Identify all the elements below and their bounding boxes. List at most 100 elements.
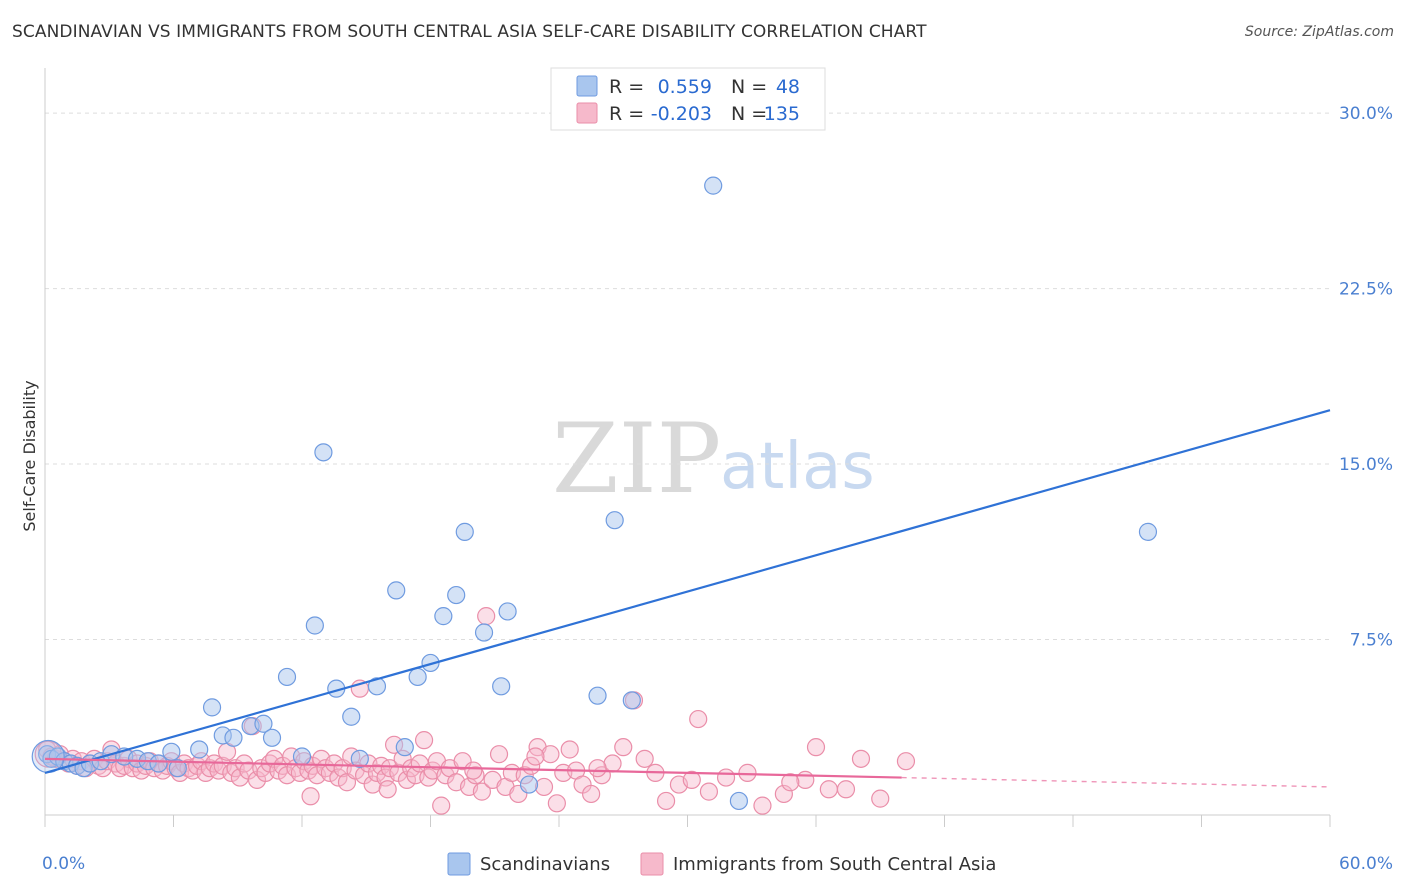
data-point-immigrants	[582, 784, 601, 804]
data-point-immigrants	[534, 777, 554, 797]
data-point-scandinavians	[519, 775, 539, 794]
data-point-immigrants	[432, 796, 451, 815]
data-point-immigrants	[588, 759, 607, 778]
data-point-scandinavians	[254, 714, 273, 733]
data-point-scandinavians	[434, 607, 453, 626]
data-point-scandinavians	[305, 616, 324, 635]
data-point-immigrants	[397, 770, 417, 790]
legend-swatch-blue	[576, 75, 598, 97]
data-point-scandinavians	[447, 585, 466, 605]
data-point-immigrants	[378, 780, 397, 799]
data-point-scandinavians	[350, 749, 369, 768]
data-point-immigrants	[635, 749, 654, 768]
legend-r-label-pink: R =	[609, 103, 644, 125]
data-point-scandinavians	[704, 176, 723, 195]
data-point-scandinavians	[202, 698, 222, 717]
data-point-scandinavians	[292, 747, 312, 766]
data-point-scandinavians	[277, 667, 297, 687]
y-axis-title: Self-Care Disability	[20, 380, 39, 531]
watermark-zip: ZIP	[552, 403, 721, 515]
data-point-immigrants	[738, 763, 757, 782]
data-point-scandinavians	[588, 686, 607, 705]
data-point-scandinavians	[262, 728, 282, 747]
data-point-scandinavians	[492, 677, 511, 696]
legend-swatch-pink	[576, 102, 598, 124]
data-point-immigrants	[466, 766, 485, 785]
legend-r-value-blue: 0.559	[658, 76, 712, 98]
bottom-legend-label-immigrants: Immigrants from South Central Asia	[673, 854, 996, 875]
chart-title: SCANDINAVIAN VS IMMIGRANTS FROM SOUTH CE…	[12, 22, 927, 42]
tick-labels: 7.5% 15.0% 22.5% 30.0% 0.0% 60.0%	[42, 104, 1393, 874]
data-point-immigrants	[477, 607, 496, 626]
data-point-immigrants	[489, 745, 509, 764]
data-point-immigrants	[689, 709, 708, 729]
data-point-scandinavians	[474, 623, 494, 642]
data-point-scandinavians	[224, 728, 243, 747]
trend-lines	[44, 409, 1331, 788]
data-point-scandinavians	[149, 754, 168, 773]
data-point-immigrants	[541, 745, 560, 764]
data-point-immigrants	[851, 749, 871, 768]
data-point-scandinavians	[421, 653, 440, 673]
data-point-immigrants	[380, 759, 399, 778]
y-tick-label-0: 7.5%	[1350, 631, 1393, 651]
y-tick-label-2: 22.5%	[1339, 280, 1393, 300]
legend-r-value-pink: -0.203	[651, 103, 712, 125]
source-label: Source: ZipAtlas.com	[1244, 24, 1394, 40]
data-point-scandinavians	[1138, 522, 1158, 541]
bottom-legend-label-scandinavians: Scandinavians	[480, 854, 610, 875]
data-point-immigrants	[472, 782, 491, 801]
bottom-legend: Scandinavians Immigrants from South Cent…	[447, 852, 996, 876]
data-point-scandinavians	[367, 677, 387, 696]
data-point-immigrants	[325, 754, 344, 773]
data-point-scandinavians	[408, 667, 427, 687]
data-point-immigrants	[806, 738, 826, 757]
data-point-immigrants	[682, 770, 701, 790]
data-point-immigrants	[560, 740, 579, 759]
data-point-immigrants	[753, 796, 772, 815]
trend-line-scandinavians	[44, 409, 1331, 774]
trend-line-immigrants-extension	[901, 776, 1331, 788]
series-scandinavians	[31, 176, 1158, 811]
watermark-atlas: atlas	[720, 430, 875, 504]
data-point-immigrants	[774, 784, 793, 804]
legend-n-label-blue: N =	[731, 76, 767, 98]
data-point-scandinavians	[455, 522, 474, 541]
axes	[44, 68, 1331, 827]
data-point-scandinavians	[729, 791, 749, 811]
legend-n-value-pink: 135	[764, 103, 800, 125]
gridlines	[45, 112, 1330, 641]
data-point-immigrants	[547, 794, 566, 813]
data-point-scandinavians	[342, 707, 361, 726]
data-point-scandinavians	[314, 443, 333, 462]
data-point-immigrants	[699, 782, 719, 801]
y-tick-label-1: 15.0%	[1339, 455, 1393, 475]
data-point-immigrants	[781, 773, 800, 792]
trend-line-immigrants	[44, 757, 902, 779]
data-point-immigrants	[526, 747, 545, 766]
x-tick-label-1: 60.0%	[1339, 854, 1393, 874]
data-point-immigrants	[301, 787, 320, 806]
legend-r-label-blue: R =	[609, 76, 644, 98]
y-tick-label-3: 30.0%	[1339, 104, 1393, 124]
x-tick-label-0: 0.0%	[42, 854, 85, 874]
data-point-scandinavians	[162, 742, 181, 761]
data-point-immigrants	[836, 780, 856, 799]
data-point-immigrants	[819, 780, 838, 799]
data-point-scandinavians	[387, 581, 406, 600]
data-point-scandinavians	[190, 740, 209, 759]
data-point-immigrants	[896, 752, 916, 771]
data-point-immigrants	[464, 761, 483, 780]
data-point-scandinavians	[622, 691, 641, 710]
legend-n-value-blue: 48	[776, 76, 800, 98]
data-point-scandinavians	[498, 602, 517, 621]
data-point-immigrants	[414, 731, 434, 750]
data-point-immigrants	[329, 768, 348, 787]
data-point-immigrants	[871, 789, 890, 808]
data-point-immigrants	[656, 791, 676, 811]
legend-n-label-pink: N =	[731, 103, 767, 125]
bottom-legend-swatch-pink	[640, 852, 664, 876]
data-point-immigrants	[716, 768, 736, 787]
data-point-scandinavians	[605, 511, 624, 530]
